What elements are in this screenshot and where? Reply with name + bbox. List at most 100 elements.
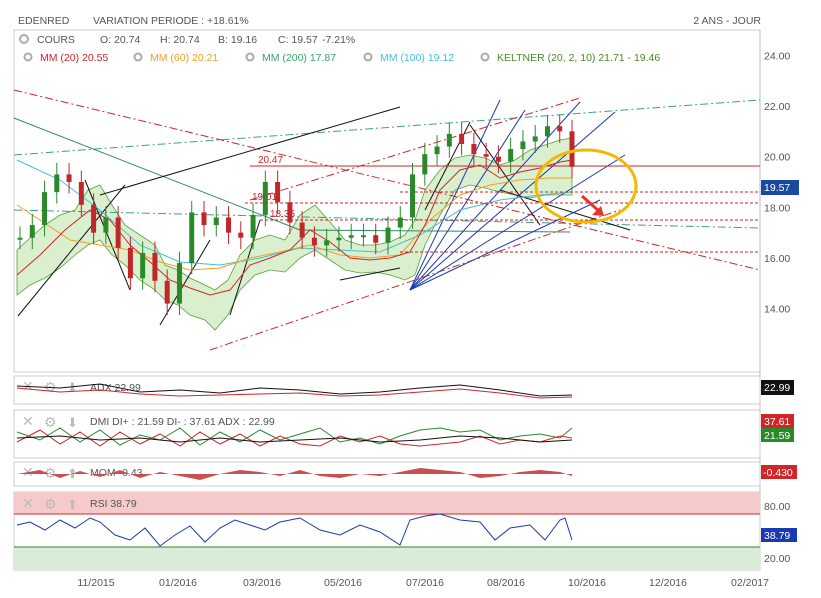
price-candle — [29, 225, 35, 238]
close-icon[interactable]: ✕ — [22, 464, 34, 480]
fan-line-2 — [409, 109, 526, 291]
mom-value-badge — [761, 465, 797, 479]
down-arrow-head — [592, 206, 604, 216]
dmi-minus-value: 37.61 — [764, 416, 790, 428]
close-icon[interactable]: ✕ — [22, 495, 34, 511]
close-icon[interactable]: ✕ — [22, 378, 34, 394]
adx-value-badge — [761, 380, 794, 395]
dmi-plus-badge — [761, 428, 794, 442]
price-candle — [42, 192, 48, 226]
price-candle — [91, 204, 97, 233]
price-candle — [336, 237, 342, 241]
price-candle — [176, 263, 182, 304]
level-label-1: 20.47 — [258, 155, 283, 166]
indicator-label: MM (100) 19.12 — [380, 52, 454, 64]
fan-line-1 — [409, 99, 501, 291]
price-candle — [544, 126, 550, 137]
price-candle — [103, 217, 109, 233]
gear-icon[interactable] — [480, 52, 490, 62]
price-candle — [54, 174, 60, 193]
trend-line-black — [99, 106, 401, 196]
price-candle — [422, 154, 428, 175]
price-candle — [127, 247, 133, 279]
price-candle — [569, 131, 575, 167]
mm200-line — [13, 117, 301, 231]
gear-icon[interactable] — [133, 52, 143, 62]
dmi-minus-badge — [761, 414, 794, 428]
gear-icon[interactable] — [245, 52, 255, 62]
x-tick-label: 05/2016 — [324, 577, 362, 589]
arrow-up-icon[interactable]: ⬆ — [67, 497, 78, 512]
price-candle — [471, 144, 477, 155]
adx-value: 22.99 — [764, 382, 790, 394]
arrow-down-icon[interactable]: ⬇ — [67, 380, 78, 395]
gear-icon[interactable] — [19, 34, 29, 44]
gear-icon[interactable] — [363, 52, 373, 62]
last-price-badge — [761, 180, 799, 195]
arrow-down-icon[interactable]: ⬇ — [67, 415, 78, 430]
price-candle — [373, 235, 379, 243]
price-candle — [311, 237, 317, 246]
price-candle — [78, 182, 84, 205]
quote-high: H: 20.74 — [160, 34, 200, 46]
price-candle — [446, 133, 452, 147]
rsi-label: RSI 38.79 — [90, 498, 137, 510]
rsi-80-tick: 80.00 — [764, 501, 790, 513]
x-tick-label: 12/2016 — [649, 577, 687, 589]
price-candle — [459, 133, 465, 144]
black-swing-5 — [339, 267, 401, 281]
indicator-label: MM (20) 20.55 — [40, 52, 108, 64]
fan-line-4 — [409, 111, 616, 291]
symbol-label: EDENRED — [18, 15, 70, 27]
down-arrow-shaft — [581, 194, 601, 214]
close-icon[interactable]: ✕ — [22, 413, 34, 429]
mm60-line — [16, 177, 572, 271]
y-tick-label: 24.00 — [764, 50, 790, 62]
gear-icon[interactable]: ⚙ — [44, 465, 57, 481]
x-tick-label: 01/2016 — [159, 577, 197, 589]
price-candle — [532, 136, 538, 142]
price-candle — [397, 217, 403, 228]
price-candle — [152, 252, 158, 281]
gear-icon[interactable] — [23, 52, 33, 62]
price-candle — [360, 235, 366, 238]
black-swing-8 — [499, 189, 631, 231]
quote-row-bg — [16, 31, 336, 47]
highlight-circle — [534, 148, 638, 224]
y-tick-label: 20.00 — [764, 152, 790, 164]
y-tick-label: 16.00 — [764, 253, 790, 265]
dmi-label: DMI DI+ : 21.59 DI- : 37.61 ADX : 22.99 — [90, 416, 275, 428]
adx-frame — [13, 375, 761, 405]
fan-line-5 — [409, 154, 626, 291]
adx-panel: ✕ ⚙ ⬇ ADX 22.99 22.99 — [13, 375, 794, 405]
price-candle — [213, 217, 219, 226]
gear-icon-ring — [19, 34, 29, 44]
quote-change: -7.21% — [322, 34, 355, 46]
price-candle — [140, 252, 146, 279]
indicator-label: MM (60) 20.21 — [150, 52, 218, 64]
dmi-frame — [13, 409, 761, 459]
black-swing-1 — [17, 184, 126, 317]
fan-line-6 — [409, 199, 601, 291]
price-candle — [287, 202, 293, 223]
price-candle — [557, 126, 563, 132]
price-candle — [348, 235, 354, 238]
x-tick-label: 08/2016 — [487, 577, 525, 589]
rsi-value: 38.79 — [764, 530, 790, 542]
period-label: 2 ANS - JOUR — [693, 15, 761, 27]
dmi-plus-line — [16, 427, 573, 446]
dmi-panel: ✕ ⚙ ⬇ DMI DI+ : 21.59 DI- : 37.61 ADX : … — [13, 409, 794, 459]
dmi-minus-line — [16, 429, 573, 447]
price-candle — [226, 217, 232, 233]
black-swing-3 — [159, 239, 211, 326]
gear-icon[interactable]: ⚙ — [44, 414, 57, 430]
price-candle — [17, 237, 23, 240]
gear-icon[interactable]: ⚙ — [44, 496, 57, 512]
indicator-label: KELTNER (20, 2, 10) 21.71 - 19.46 — [497, 52, 660, 64]
indicator-label: MM (200) 17.87 — [262, 52, 336, 64]
arrow-up-icon[interactable]: ⬆ — [67, 466, 78, 481]
rsi-overbought-zone — [14, 492, 760, 514]
quote-low: B: 19.16 — [218, 34, 257, 46]
variation-label: VARIATION PERIODE : +18.61% — [93, 15, 249, 27]
